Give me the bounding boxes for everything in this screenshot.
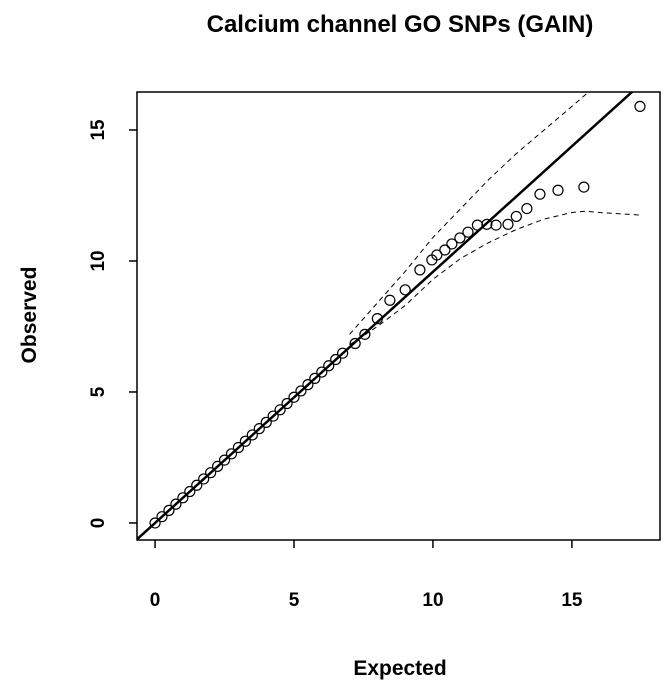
x-tick-label: 15 [561,590,583,611]
point [510,210,522,223]
point [384,294,396,306]
point [267,410,279,422]
point [260,416,272,428]
chart-title: Calcium channel GO SNPs (GAIN) [207,11,594,38]
point [288,391,300,403]
point [163,504,175,516]
point [481,218,493,230]
point [431,249,443,261]
point [149,517,161,529]
point [198,473,210,485]
point [414,264,426,276]
point [552,184,564,196]
point [177,492,189,504]
plot-frame [136,91,661,541]
x-tick-label: 5 [289,590,300,611]
point [502,218,514,230]
point [521,202,533,215]
point [156,511,168,523]
x-tick-label: 0 [150,590,161,611]
point [191,479,203,491]
upper-confidence-band [349,92,589,335]
point [316,366,328,378]
point [399,284,411,296]
point [184,485,196,498]
x-tick-label: 10 [422,590,443,611]
point [359,328,371,340]
point [471,219,484,231]
point [534,188,546,200]
point [446,238,458,250]
point [309,372,321,384]
point [218,454,231,466]
point [225,448,238,460]
point [371,313,383,325]
point [211,460,224,472]
point [439,244,451,256]
reference-line [137,92,634,540]
point [274,404,286,416]
point [246,429,258,441]
y-tick-label: 5 [88,386,109,397]
y-tick-label: 15 [88,119,109,141]
point [253,423,265,435]
point [349,337,361,350]
point [578,181,590,193]
plot-area [137,92,646,540]
point [239,435,251,447]
x-axis-label: Expected [353,657,446,680]
point [634,100,646,113]
point [330,353,342,366]
point [337,347,349,359]
point [281,397,293,410]
point [323,360,335,372]
y-tick-label: 0 [88,518,109,529]
point [302,379,314,391]
point [232,441,245,454]
point [454,232,466,244]
lower-confidence-band [349,210,642,346]
y-tick-label: 10 [88,250,109,271]
point [462,226,474,238]
y-axis-label: Observed [18,267,41,364]
point [205,467,217,479]
point [295,385,307,397]
point [170,498,182,510]
point [490,219,502,231]
